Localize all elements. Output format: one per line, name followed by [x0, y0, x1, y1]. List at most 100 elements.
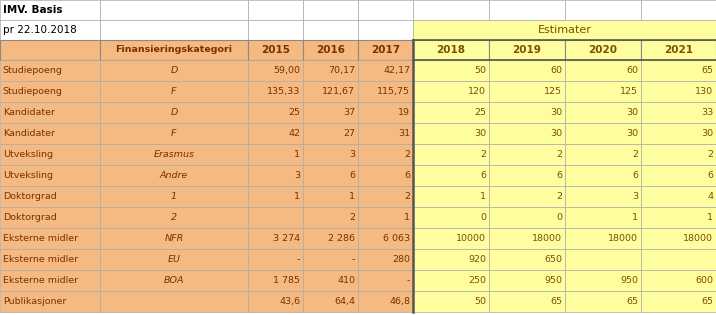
Text: pr 22.10.2018: pr 22.10.2018: [3, 25, 77, 35]
Bar: [565, 228, 641, 249]
Text: 2: 2: [707, 150, 713, 159]
Text: 37: 37: [343, 108, 355, 117]
Bar: [100, 207, 248, 228]
Bar: [248, 102, 303, 123]
Bar: [0, 123, 100, 144]
Bar: [248, 228, 303, 249]
Text: 125: 125: [544, 87, 562, 96]
Bar: [641, 40, 716, 60]
Text: Studiepoeng: Studiepoeng: [3, 66, 63, 75]
Bar: [248, 40, 303, 60]
Bar: [489, 0, 565, 20]
Text: 30: 30: [474, 129, 486, 138]
Bar: [358, 291, 413, 312]
Bar: [0, 186, 100, 207]
Bar: [248, 270, 303, 291]
Bar: [248, 249, 303, 270]
Bar: [489, 228, 565, 249]
Bar: [413, 207, 489, 228]
Bar: [358, 144, 413, 165]
Bar: [641, 60, 716, 81]
Text: 19: 19: [398, 108, 410, 117]
Bar: [100, 144, 248, 165]
Text: 1: 1: [707, 213, 713, 222]
Text: 950: 950: [544, 276, 562, 285]
Bar: [303, 40, 358, 60]
Text: 2016: 2016: [316, 45, 345, 55]
Bar: [641, 291, 716, 312]
Bar: [489, 165, 565, 186]
Text: 46,8: 46,8: [389, 297, 410, 306]
Bar: [358, 165, 413, 186]
Bar: [100, 60, 248, 81]
Bar: [565, 81, 641, 102]
Text: Kandidater: Kandidater: [3, 129, 55, 138]
Text: 6: 6: [707, 171, 713, 180]
Bar: [100, 165, 248, 186]
Bar: [413, 165, 489, 186]
Text: 2: 2: [171, 213, 177, 222]
Bar: [358, 270, 413, 291]
Bar: [413, 228, 489, 249]
Text: NFR: NFR: [165, 234, 183, 243]
Text: 30: 30: [626, 108, 638, 117]
Bar: [303, 123, 358, 144]
Bar: [0, 0, 100, 20]
Text: 25: 25: [474, 108, 486, 117]
Text: 920: 920: [468, 255, 486, 264]
Bar: [565, 0, 641, 20]
Bar: [565, 186, 641, 207]
Text: 2018: 2018: [437, 45, 465, 55]
Bar: [413, 60, 489, 81]
Bar: [565, 291, 641, 312]
Text: 33: 33: [701, 108, 713, 117]
Bar: [413, 249, 489, 270]
Bar: [565, 249, 641, 270]
Bar: [358, 60, 413, 81]
Bar: [565, 144, 641, 165]
Bar: [641, 0, 716, 20]
Text: 1: 1: [294, 150, 300, 159]
Text: 135,33: 135,33: [267, 87, 300, 96]
Text: Doktorgrad: Doktorgrad: [3, 192, 57, 201]
Bar: [100, 270, 248, 291]
Text: Utveksling: Utveksling: [3, 150, 53, 159]
Text: 3 274: 3 274: [273, 234, 300, 243]
Text: 59,00: 59,00: [273, 66, 300, 75]
Text: Andre: Andre: [160, 171, 188, 180]
Text: 950: 950: [620, 276, 638, 285]
Text: 6: 6: [404, 171, 410, 180]
Text: 2: 2: [349, 213, 355, 222]
Text: 30: 30: [550, 129, 562, 138]
Text: 1: 1: [632, 213, 638, 222]
Bar: [489, 291, 565, 312]
Text: BOA: BOA: [164, 276, 184, 285]
Bar: [565, 123, 641, 144]
Bar: [489, 123, 565, 144]
Text: Finansieringskategori: Finansieringskategori: [115, 45, 233, 54]
Bar: [303, 228, 358, 249]
Bar: [358, 20, 413, 40]
Text: 1 785: 1 785: [273, 276, 300, 285]
Text: 120: 120: [468, 87, 486, 96]
Text: 2020: 2020: [589, 45, 617, 55]
Bar: [413, 186, 489, 207]
Bar: [303, 186, 358, 207]
Bar: [303, 207, 358, 228]
Text: Estimater: Estimater: [538, 25, 591, 35]
Bar: [100, 20, 248, 40]
Bar: [0, 60, 100, 81]
Bar: [303, 144, 358, 165]
Bar: [100, 186, 248, 207]
Text: 43,6: 43,6: [279, 297, 300, 306]
Bar: [0, 270, 100, 291]
Text: 2019: 2019: [513, 45, 541, 55]
Text: Publikasjoner: Publikasjoner: [3, 297, 67, 306]
Bar: [489, 249, 565, 270]
Bar: [100, 40, 248, 60]
Text: 60: 60: [626, 66, 638, 75]
Bar: [413, 81, 489, 102]
Bar: [358, 186, 413, 207]
Bar: [0, 249, 100, 270]
Text: 31: 31: [398, 129, 410, 138]
